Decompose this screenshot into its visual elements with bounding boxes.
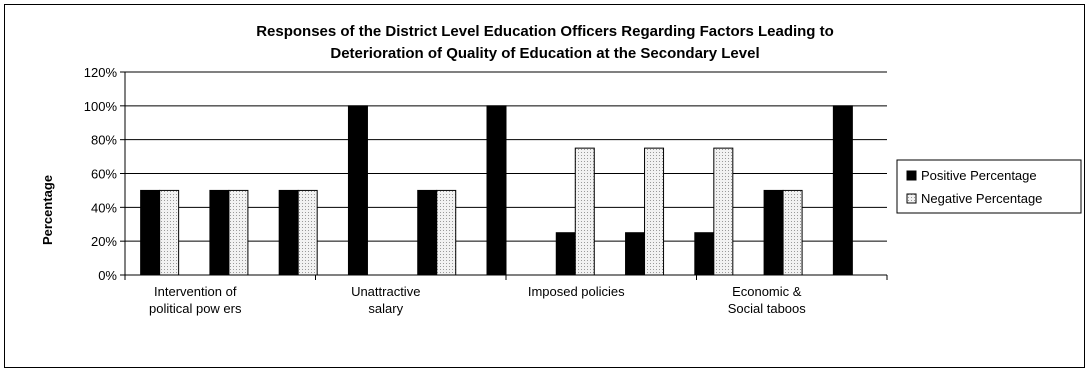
y-tick-label: 40% xyxy=(91,200,117,215)
legend-box xyxy=(896,159,1082,214)
y-tick-label: 120% xyxy=(84,65,118,80)
chart-title-line-2: Deterioration of Quality of Education at… xyxy=(330,45,759,62)
x-category-label: Social taboos xyxy=(728,301,807,316)
bars xyxy=(140,105,853,276)
x-category-label: Economic & xyxy=(732,284,802,299)
bar-positive xyxy=(694,232,715,276)
bar-positive xyxy=(209,189,230,276)
y-tick-label: 100% xyxy=(84,99,118,114)
x-category-label: Intervention of xyxy=(154,284,237,299)
legend-swatch-negative xyxy=(906,193,917,204)
chart-frame: Responses of the District Level Educatio… xyxy=(4,4,1085,368)
bar-negative xyxy=(713,147,734,276)
y-tick-label: 20% xyxy=(91,234,117,249)
x-category-label: political pow ers xyxy=(149,301,242,316)
legend-label-negative: Negative Percentage xyxy=(921,191,1042,206)
bar-negative xyxy=(159,189,180,276)
bar-positive xyxy=(763,189,784,276)
legend: Positive Percentage Negative Percentage xyxy=(896,159,1082,214)
bar-negative xyxy=(436,189,457,276)
x-category-label: Unattractive xyxy=(351,284,420,299)
y-tick-label: 0% xyxy=(98,268,117,283)
legend-label-positive: Positive Percentage xyxy=(921,168,1037,183)
x-category-label: Imposed policies xyxy=(528,284,625,299)
legend-swatch-positive xyxy=(906,170,917,181)
y-tick-label: 60% xyxy=(91,167,117,182)
x-category-label: salary xyxy=(368,301,403,316)
bar-positive xyxy=(347,105,368,276)
bar-positive xyxy=(832,105,853,276)
bar-positive xyxy=(140,189,161,276)
bar-positive xyxy=(625,232,646,276)
bar-positive xyxy=(555,232,576,276)
chart-title-line-1: Responses of the District Level Educatio… xyxy=(256,23,834,40)
y-tick-labels: 0% 20% 40% 60% 80% 100% 120% xyxy=(84,65,118,283)
y-axis-label: Percentage xyxy=(40,175,55,245)
bar-positive xyxy=(486,105,507,276)
bar-negative xyxy=(782,189,803,276)
axes xyxy=(120,71,888,280)
bar-negative xyxy=(574,147,595,276)
bar-negative xyxy=(644,147,665,276)
bar-positive xyxy=(278,189,299,276)
bar-negative xyxy=(297,189,318,276)
bar-chart: Responses of the District Level Educatio… xyxy=(40,23,1082,316)
category-labels: Intervention of political pow ers Unattrac… xyxy=(149,284,806,316)
bar-negative xyxy=(228,189,249,276)
bar-positive xyxy=(417,189,438,276)
y-tick-label: 80% xyxy=(91,133,117,148)
